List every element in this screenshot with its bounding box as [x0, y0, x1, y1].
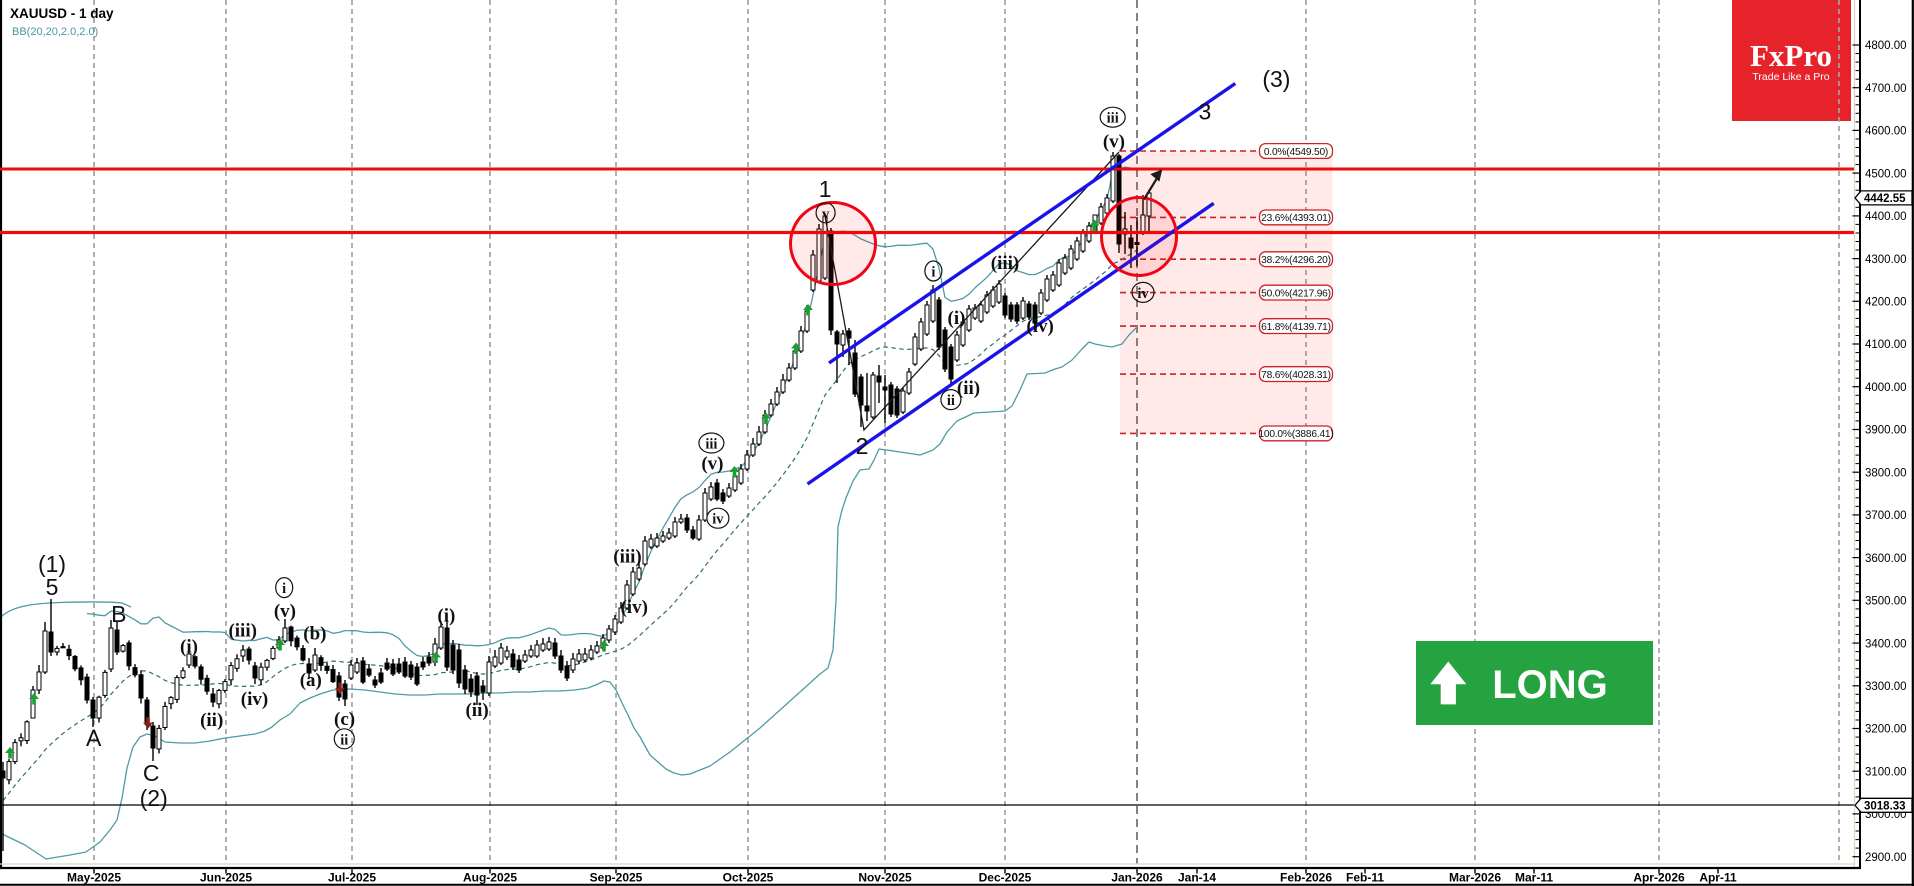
svg-text:v: v [822, 206, 830, 222]
svg-text:iii: iii [705, 437, 717, 453]
svg-text:Mar-11: Mar-11 [1515, 871, 1553, 885]
svg-text:38.2%(4296.20): 38.2%(4296.20) [1261, 255, 1331, 266]
svg-text:(iii): (iii) [991, 253, 1020, 274]
svg-text:78.6%(4028.31): 78.6%(4028.31) [1261, 370, 1331, 381]
svg-text:iii: iii [1107, 111, 1119, 127]
svg-text:61.8%(4139.71): 61.8%(4139.71) [1261, 322, 1331, 333]
svg-text:C: C [143, 760, 160, 786]
svg-text:Oct-2025: Oct-2025 [723, 871, 774, 885]
svg-text:(v): (v) [701, 453, 723, 474]
svg-text:5: 5 [46, 574, 59, 600]
svg-text:i: i [931, 265, 935, 281]
svg-text:3500.00: 3500.00 [1865, 596, 1907, 608]
svg-text:FxPro: FxPro [1750, 38, 1832, 73]
svg-text:3: 3 [1199, 99, 1212, 125]
svg-text:Mar-2026: Mar-2026 [1449, 871, 1501, 885]
svg-text:3900.00: 3900.00 [1865, 425, 1907, 437]
svg-text:1: 1 [819, 176, 832, 202]
svg-text:4000.00: 4000.00 [1865, 382, 1907, 394]
svg-text:4200.00: 4200.00 [1865, 297, 1907, 309]
svg-text:Jul-2025: Jul-2025 [328, 871, 376, 885]
svg-text:4300.00: 4300.00 [1865, 254, 1907, 266]
svg-text:3200.00: 3200.00 [1865, 724, 1907, 736]
svg-text:XAUUSD - 1 day: XAUUSD - 1 day [10, 6, 114, 21]
svg-text:(v): (v) [274, 601, 296, 622]
svg-text:Jan-14: Jan-14 [1178, 871, 1216, 885]
svg-text:4700.00: 4700.00 [1865, 83, 1907, 95]
svg-text:(1): (1) [38, 551, 66, 577]
svg-text:May-2025: May-2025 [67, 871, 121, 885]
svg-text:(iv): (iv) [620, 597, 647, 618]
svg-text:23.6%(4393.01): 23.6%(4393.01) [1261, 213, 1331, 224]
svg-text:(iii): (iii) [613, 546, 642, 567]
svg-text:Feb-11: Feb-11 [1346, 871, 1384, 885]
svg-text:0.0%(4549.50): 0.0%(4549.50) [1264, 147, 1328, 158]
svg-text:50.0%(4217.96): 50.0%(4217.96) [1261, 288, 1331, 299]
svg-text:4600.00: 4600.00 [1865, 126, 1907, 138]
svg-text:4100.00: 4100.00 [1865, 339, 1907, 351]
svg-text:BB(20,20,2.0,2.0): BB(20,20,2.0,2.0) [12, 26, 98, 38]
svg-text:A: A [86, 725, 102, 751]
svg-text:(2): (2) [140, 785, 168, 811]
svg-text:LONG: LONG [1492, 663, 1608, 707]
svg-text:(3): (3) [1262, 66, 1290, 92]
svg-text:2: 2 [856, 433, 869, 459]
svg-text:(ii): (ii) [957, 378, 980, 399]
svg-text:4800.00: 4800.00 [1865, 40, 1907, 52]
svg-text:(a): (a) [300, 670, 322, 691]
svg-text:3300.00: 3300.00 [1865, 681, 1907, 693]
svg-text:Sep-2025: Sep-2025 [590, 871, 643, 885]
svg-text:(b): (b) [303, 624, 326, 645]
svg-text:Jun-2025: Jun-2025 [200, 871, 252, 885]
svg-text:Trade Like a Pro: Trade Like a Pro [1752, 71, 1829, 83]
svg-text:B: B [111, 601, 126, 627]
svg-text:(i): (i) [180, 637, 198, 658]
svg-text:(i): (i) [437, 606, 455, 627]
svg-text:Dec-2025: Dec-2025 [979, 871, 1032, 885]
svg-text:3018.33: 3018.33 [1864, 800, 1906, 812]
svg-text:iv: iv [1137, 286, 1149, 302]
svg-text:3700.00: 3700.00 [1865, 510, 1907, 522]
svg-text:(c): (c) [334, 709, 355, 730]
svg-text:3600.00: 3600.00 [1865, 553, 1907, 565]
svg-text:Aug-2025: Aug-2025 [463, 871, 517, 885]
svg-text:(iii): (iii) [228, 620, 257, 641]
svg-text:Apr-2026: Apr-2026 [1633, 871, 1685, 885]
svg-text:Jan-2026: Jan-2026 [1111, 871, 1163, 885]
svg-text:2900.00: 2900.00 [1865, 852, 1907, 864]
svg-text:3400.00: 3400.00 [1865, 638, 1907, 650]
svg-text:4500.00: 4500.00 [1865, 168, 1907, 180]
svg-text:i: i [282, 581, 286, 597]
svg-text:3800.00: 3800.00 [1865, 467, 1907, 479]
svg-text:Apr-11: Apr-11 [1699, 871, 1737, 885]
svg-text:Nov-2025: Nov-2025 [858, 871, 912, 885]
svg-text:ii: ii [947, 393, 955, 409]
svg-text:(ii): (ii) [465, 700, 488, 721]
svg-text:4442.55: 4442.55 [1864, 193, 1906, 205]
svg-text:iv: iv [712, 512, 724, 528]
svg-text:ii: ii [340, 732, 348, 748]
svg-text:(iv): (iv) [1026, 316, 1053, 337]
svg-text:(iv): (iv) [241, 689, 268, 710]
svg-text:(i): (i) [948, 308, 966, 329]
svg-text:Feb-2026: Feb-2026 [1280, 871, 1332, 885]
svg-text:4400.00: 4400.00 [1865, 211, 1907, 223]
svg-text:100.0%(3886.41): 100.0%(3886.41) [1258, 429, 1333, 440]
svg-text:(ii): (ii) [200, 710, 223, 731]
svg-text:(v): (v) [1103, 131, 1125, 152]
svg-text:3100.00: 3100.00 [1865, 766, 1907, 778]
